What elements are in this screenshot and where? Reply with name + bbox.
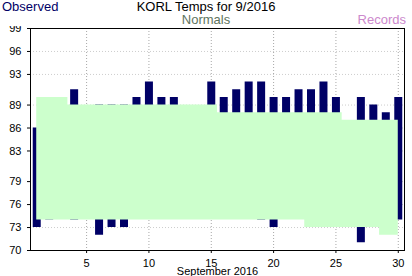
html-text:KORL Temps for 9/2016: KORL Temps for 9/2016 — [136, 0, 276, 14]
svg-text:76: 76 — [9, 198, 21, 210]
svg-text:99: 99 — [9, 26, 21, 34]
svg-text:15: 15 — [205, 257, 218, 270]
svg-text:30: 30 — [392, 257, 404, 269]
html-text:Observed: Observed — [2, 0, 59, 14]
html-text:Normals: Normals — [181, 12, 231, 27]
svg-text:83: 83 — [9, 145, 21, 157]
svg-text:79: 79 — [9, 175, 21, 187]
svg-text:89: 89 — [9, 99, 21, 111]
svg-text:September 2016: September 2016 — [177, 265, 258, 276]
svg-text:96: 96 — [9, 45, 21, 57]
svg-text:86: 86 — [9, 122, 21, 134]
svg-text:25: 25 — [330, 257, 342, 269]
svg-text:10: 10 — [143, 257, 155, 269]
svg-text:93: 93 — [9, 68, 21, 80]
svg-text:70: 70 — [9, 244, 21, 256]
svg-text:5: 5 — [84, 257, 90, 269]
svg-text:73: 73 — [9, 221, 21, 233]
svg-text:20: 20 — [267, 257, 279, 269]
html-text:Records: Records — [357, 12, 406, 27]
